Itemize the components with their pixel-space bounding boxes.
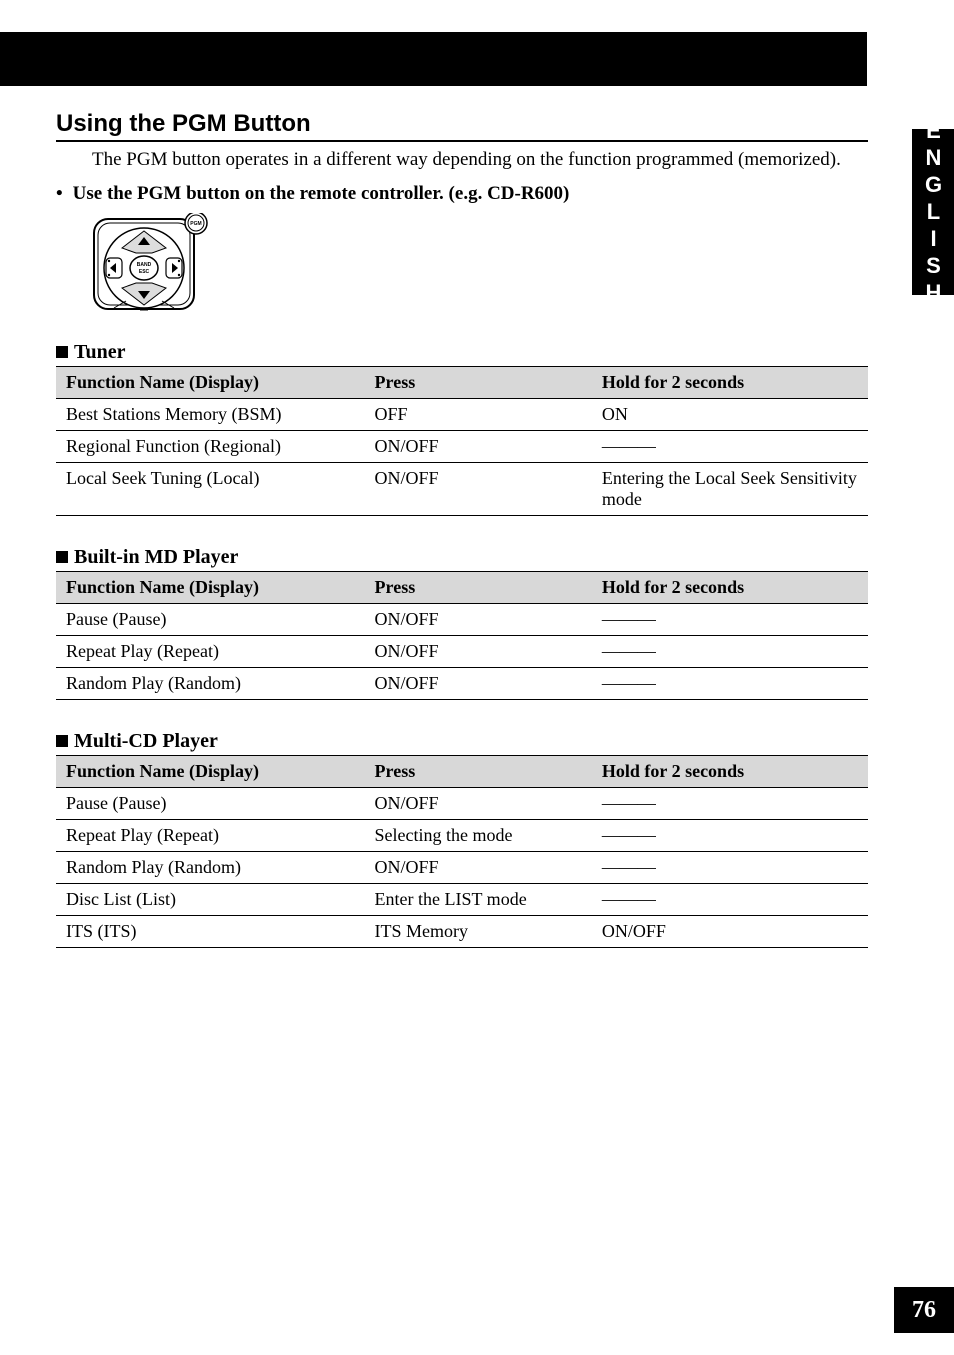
table-cell: ITS Memory (365, 915, 592, 947)
table-cell: Selecting the mode (365, 819, 592, 851)
table-row: Regional Function (Regional)ON/OFF——— (56, 430, 868, 462)
page-content: Using the PGM Button The PGM button oper… (56, 110, 868, 978)
remote-controller-figure: BAND ESC PGM (92, 213, 868, 313)
table-cell: ON/OFF (365, 787, 592, 819)
table-cell: ON/OFF (365, 851, 592, 883)
remote-icon: BAND ESC PGM (92, 213, 212, 313)
table-cell: ——— (592, 667, 868, 699)
table-cell: ON (592, 398, 868, 430)
column-header: Hold for 2 seconds (592, 367, 868, 399)
table-cell: Entering the Local Seek Sensitivity mode (592, 462, 868, 515)
square-bullet-icon (56, 735, 68, 747)
page-number: 76 (912, 1297, 936, 1324)
table-row: Pause (Pause)ON/OFF——— (56, 603, 868, 635)
bullet-dot sym: • (56, 183, 63, 205)
table-cell: ON/OFF (365, 462, 592, 515)
table-row: Best Stations Memory (BSM)OFFON (56, 398, 868, 430)
function-table: Function Name (Display)PressHold for 2 s… (56, 572, 868, 700)
table-row: Repeat Play (Repeat)Selecting the mode——… (56, 819, 868, 851)
instruction-bullet: • Use the PGM button on the remote contr… (56, 183, 868, 205)
table-cell: ——— (592, 851, 868, 883)
table-cell: ——— (592, 430, 868, 462)
svg-text:ESC: ESC (139, 269, 150, 275)
table-row: Random Play (Random)ON/OFF——— (56, 851, 868, 883)
table-heading-text: Tuner (74, 341, 126, 364)
table-cell: ON/OFF (365, 430, 592, 462)
column-header: Hold for 2 seconds (592, 572, 868, 604)
column-header: Press (365, 367, 592, 399)
intro-paragraph: The PGM button operates in a different w… (92, 148, 868, 173)
table-cell: ON/OFF (365, 667, 592, 699)
table-cell: Regional Function (Regional) (56, 430, 365, 462)
column-header: Function Name (Display) (56, 756, 365, 788)
table-cell: ——— (592, 819, 868, 851)
table-row: Local Seek Tuning (Local)ON/OFFEntering … (56, 462, 868, 515)
table-row: Repeat Play (Repeat)ON/OFF——— (56, 635, 868, 667)
table-cell: Best Stations Memory (BSM) (56, 398, 365, 430)
table-cell: Random Play (Random) (56, 667, 365, 699)
function-table: Function Name (Display)PressHold for 2 s… (56, 756, 868, 948)
column-header: Hold for 2 seconds (592, 756, 868, 788)
table-heading: Multi-CD Player (56, 730, 868, 756)
header-black-bar (0, 32, 867, 86)
section-title: Using the PGM Button (56, 110, 868, 142)
table-cell: Repeat Play (Repeat) (56, 635, 365, 667)
table-row: Pause (Pause)ON/OFF——— (56, 787, 868, 819)
table-cell: ——— (592, 635, 868, 667)
square-bullet-icon (56, 346, 68, 358)
column-header: Press (365, 756, 592, 788)
language-tab-label: ENGLISH (920, 118, 946, 307)
svg-text:PGM: PGM (190, 221, 201, 227)
instruction-text: Use the PGM button on the remote control… (73, 183, 570, 205)
svg-text:BAND: BAND (137, 262, 152, 268)
table-heading-text: Built-in MD Player (74, 546, 238, 569)
table-row: Disc List (List)Enter the LIST mode——— (56, 883, 868, 915)
column-header: Function Name (Display) (56, 572, 365, 604)
table-cell: Local Seek Tuning (Local) (56, 462, 365, 515)
table-cell: Repeat Play (Repeat) (56, 819, 365, 851)
column-header: Press (365, 572, 592, 604)
table-cell: Enter the LIST mode (365, 883, 592, 915)
table-cell: ON/OFF (592, 915, 868, 947)
square-bullet-icon (56, 551, 68, 563)
table-cell: ——— (592, 603, 868, 635)
table-cell: Pause (Pause) (56, 787, 365, 819)
table-cell: ——— (592, 883, 868, 915)
table-cell: ON/OFF (365, 635, 592, 667)
table-cell: ITS (ITS) (56, 915, 365, 947)
column-header: Function Name (Display) (56, 367, 365, 399)
table-cell: ON/OFF (365, 603, 592, 635)
table-cell: Random Play (Random) (56, 851, 365, 883)
table-heading: Built-in MD Player (56, 546, 868, 572)
table-heading-text: Multi-CD Player (74, 730, 218, 753)
table-cell: Pause (Pause) (56, 603, 365, 635)
table-row: ITS (ITS)ITS MemoryON/OFF (56, 915, 868, 947)
table-cell: OFF (365, 398, 592, 430)
table-row: Random Play (Random)ON/OFF——— (56, 667, 868, 699)
page-number-box: 76 (894, 1287, 954, 1333)
function-table: Function Name (Display)PressHold for 2 s… (56, 367, 868, 516)
language-tab: ENGLISH (912, 129, 954, 295)
table-heading: Tuner (56, 341, 868, 367)
table-cell: Disc List (List) (56, 883, 365, 915)
table-cell: ——— (592, 787, 868, 819)
